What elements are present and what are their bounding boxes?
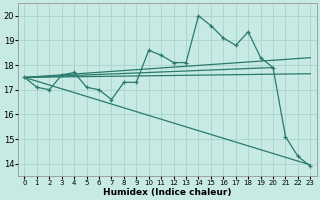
X-axis label: Humidex (Indice chaleur): Humidex (Indice chaleur) xyxy=(103,188,232,197)
